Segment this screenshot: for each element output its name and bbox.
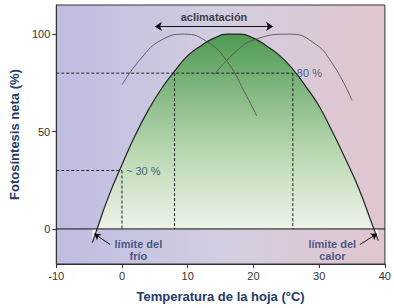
- svg-text:50: 50: [38, 126, 50, 138]
- svg-text:Temperatura de la hoja (°C): Temperatura de la hoja (°C): [136, 289, 304, 304]
- svg-text:30: 30: [313, 270, 325, 282]
- svg-text:~ 30 %: ~ 30 %: [126, 165, 161, 177]
- svg-text:0: 0: [44, 223, 50, 235]
- svg-text:límite del: límite del: [308, 238, 356, 250]
- svg-text:-10: -10: [48, 270, 64, 282]
- svg-text:80 %: 80 %: [297, 67, 322, 79]
- svg-text:100: 100: [32, 28, 50, 40]
- svg-text:0: 0: [119, 270, 125, 282]
- svg-text:calor: calor: [319, 250, 346, 262]
- svg-text:límite del: límite del: [115, 238, 163, 250]
- svg-text:10: 10: [182, 270, 194, 282]
- svg-text:aclimatación: aclimatación: [181, 11, 248, 23]
- svg-text:40: 40: [379, 270, 391, 282]
- svg-text:frío: frío: [130, 250, 148, 262]
- svg-text:20: 20: [247, 270, 259, 282]
- svg-text:Fotosíntesis neta (%): Fotosíntesis neta (%): [7, 69, 22, 200]
